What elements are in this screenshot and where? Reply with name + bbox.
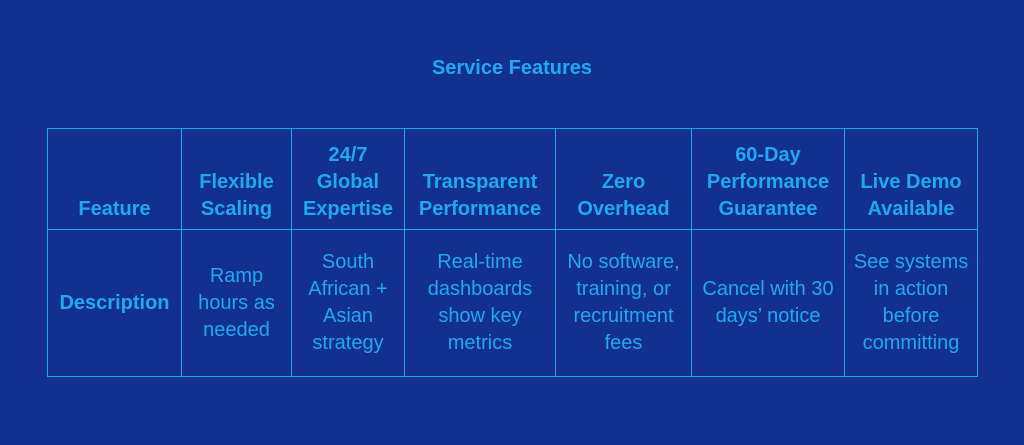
body-cell: Ramp hours as needed [181, 229, 292, 377]
table-title: Service Features [431, 57, 593, 79]
table-row: Description Ramp hours as needed South Afr… [47, 229, 978, 377]
header-cell: 24/7 Global Expertise [291, 128, 405, 230]
body-cell: Real-time dashboards show key metrics [404, 229, 556, 377]
body-cell: See systems in action before committing [844, 229, 978, 377]
header-cell: 60-Day Performance Guarantee [691, 128, 845, 230]
header-cell: Zero Overhead [555, 128, 692, 230]
body-cell: South African + Asian strategy [291, 229, 405, 377]
table-row: Feature Flexible Scaling 24/7 Global Exper… [47, 128, 978, 230]
header-cell: Feature [47, 128, 182, 230]
feature-table: Feature Flexible Scaling 24/7 Global Exper… [47, 128, 978, 377]
body-cell: No software, training, or recruitment fe… [555, 229, 692, 377]
header-cell: Live Demo Available [844, 128, 978, 230]
header-cell: Flexible Scaling [181, 128, 292, 230]
table-body: Feature Flexible Scaling 24/7 Global Exper… [47, 128, 978, 377]
body-cell: Cancel with 30 days’ notice [691, 229, 845, 377]
header-cell: Transparent Performance [404, 128, 556, 230]
body-cell: Description [47, 229, 182, 377]
